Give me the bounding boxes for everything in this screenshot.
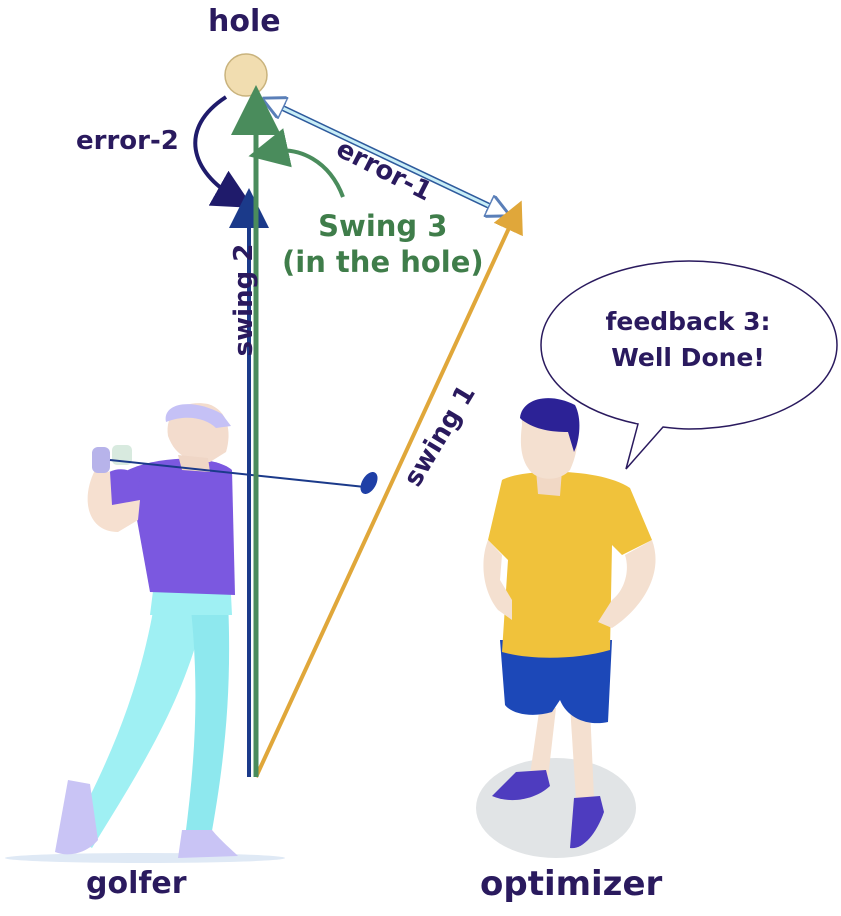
feedback-line1: feedback 3: bbox=[605, 307, 771, 336]
golfer-ground bbox=[5, 853, 285, 863]
hole-label: hole bbox=[208, 4, 281, 39]
optimizer-ground-shadow bbox=[476, 758, 636, 858]
feedback-text: feedback 3: Well Done! bbox=[566, 304, 810, 377]
swing-3-pointer bbox=[248, 128, 345, 198]
swing-3-label-line1: Swing 3 bbox=[318, 209, 448, 243]
golfer-label: golfer bbox=[86, 866, 187, 901]
swing-1-arrow bbox=[254, 200, 523, 778]
swing-3-label-line2: (in the hole) bbox=[282, 245, 484, 280]
optimizer-label: optimizer bbox=[480, 864, 663, 904]
error-2-arc bbox=[193, 95, 254, 208]
golf-club-head bbox=[360, 472, 378, 494]
speech-bubble bbox=[540, 260, 838, 470]
golfer-figure bbox=[55, 403, 238, 858]
swing-2-label: swing 2 bbox=[229, 243, 259, 357]
optimizer-figure bbox=[483, 398, 656, 849]
golf-club-shaft bbox=[109, 459, 366, 488]
hole-circle bbox=[224, 53, 268, 97]
swing-3-label: Swing 3 (in the hole) bbox=[282, 208, 484, 281]
feedback-line2: Well Done! bbox=[611, 343, 765, 373]
error-2-label: error-2 bbox=[76, 126, 179, 156]
